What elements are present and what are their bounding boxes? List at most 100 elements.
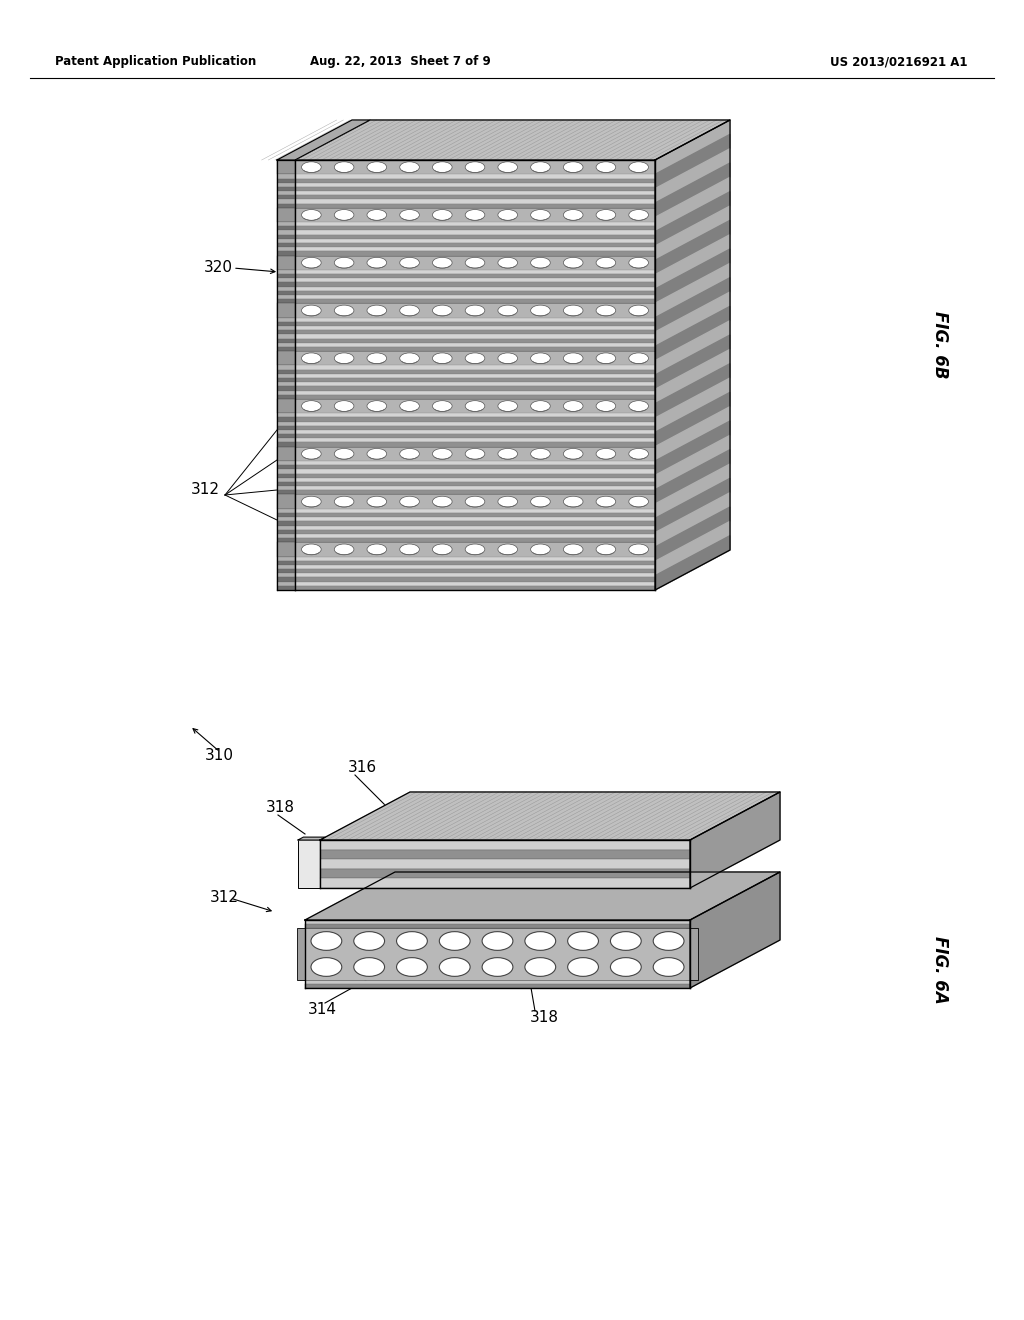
Polygon shape <box>655 120 730 590</box>
Bar <box>297 928 309 979</box>
Ellipse shape <box>530 257 550 268</box>
Bar <box>295 470 655 474</box>
Ellipse shape <box>334 210 354 220</box>
Bar <box>319 840 690 850</box>
Bar <box>278 446 295 461</box>
Bar <box>278 256 295 269</box>
Ellipse shape <box>530 210 550 220</box>
Bar <box>278 203 295 207</box>
Bar <box>278 470 295 474</box>
Bar <box>295 322 655 326</box>
Bar <box>295 256 655 269</box>
Bar <box>295 178 655 182</box>
Ellipse shape <box>629 162 648 173</box>
Bar <box>278 226 295 231</box>
Bar <box>278 543 295 557</box>
Ellipse shape <box>301 496 322 507</box>
Bar <box>295 513 655 517</box>
Ellipse shape <box>334 401 354 412</box>
Bar <box>305 983 690 987</box>
Bar <box>278 557 295 561</box>
Bar <box>295 582 655 586</box>
Ellipse shape <box>563 449 583 459</box>
Ellipse shape <box>301 449 322 459</box>
Polygon shape <box>655 378 730 433</box>
Ellipse shape <box>465 544 484 554</box>
Bar <box>295 347 655 351</box>
Bar <box>295 182 655 187</box>
Text: FIG. 6B: FIG. 6B <box>931 312 949 379</box>
Ellipse shape <box>596 401 615 412</box>
Bar <box>295 247 655 251</box>
Polygon shape <box>655 306 730 360</box>
Ellipse shape <box>367 162 387 173</box>
Ellipse shape <box>653 957 684 977</box>
Bar <box>295 565 655 569</box>
Ellipse shape <box>311 957 342 977</box>
Bar <box>278 279 295 282</box>
Ellipse shape <box>301 352 322 363</box>
Bar <box>278 442 295 446</box>
Ellipse shape <box>482 957 513 977</box>
Bar <box>278 465 295 470</box>
Bar <box>278 251 295 256</box>
Ellipse shape <box>563 162 583 173</box>
Ellipse shape <box>498 257 517 268</box>
Bar <box>295 543 655 557</box>
Bar <box>295 521 655 525</box>
Ellipse shape <box>596 449 615 459</box>
Bar <box>295 338 655 343</box>
Polygon shape <box>655 120 730 174</box>
Bar <box>278 326 295 330</box>
Polygon shape <box>655 277 730 333</box>
Ellipse shape <box>301 257 322 268</box>
Polygon shape <box>655 478 730 533</box>
Bar <box>295 539 655 543</box>
Text: 320: 320 <box>204 260 232 276</box>
Bar <box>278 525 295 529</box>
Bar <box>305 928 690 979</box>
Bar <box>278 195 295 199</box>
Bar <box>319 859 690 869</box>
Bar <box>295 330 655 334</box>
Ellipse shape <box>498 544 517 554</box>
Ellipse shape <box>525 932 556 950</box>
Bar <box>278 495 295 508</box>
Bar <box>278 421 295 426</box>
Polygon shape <box>655 421 730 475</box>
Ellipse shape <box>367 352 387 363</box>
Ellipse shape <box>610 932 641 950</box>
Bar <box>278 374 295 378</box>
Bar <box>295 174 655 178</box>
Bar <box>278 239 295 243</box>
Text: 310: 310 <box>205 748 234 763</box>
Text: 312: 312 <box>210 891 239 906</box>
Ellipse shape <box>301 162 322 173</box>
Bar <box>278 182 295 187</box>
Bar <box>295 334 655 338</box>
Ellipse shape <box>399 496 420 507</box>
Polygon shape <box>655 135 730 189</box>
Bar <box>278 366 295 370</box>
Bar <box>278 513 295 517</box>
Ellipse shape <box>439 957 470 977</box>
Ellipse shape <box>367 210 387 220</box>
Bar <box>278 577 295 582</box>
Ellipse shape <box>367 449 387 459</box>
Ellipse shape <box>367 257 387 268</box>
Ellipse shape <box>629 210 648 220</box>
Bar <box>295 586 655 590</box>
Polygon shape <box>655 206 730 260</box>
Polygon shape <box>319 792 780 840</box>
Bar <box>278 330 295 334</box>
Polygon shape <box>655 235 730 289</box>
Bar <box>278 160 295 174</box>
Ellipse shape <box>301 544 322 554</box>
Bar <box>278 426 295 430</box>
Ellipse shape <box>567 932 598 950</box>
Ellipse shape <box>399 544 420 554</box>
Bar <box>278 294 295 300</box>
Polygon shape <box>655 177 730 232</box>
Bar <box>295 525 655 529</box>
Polygon shape <box>655 191 730 246</box>
